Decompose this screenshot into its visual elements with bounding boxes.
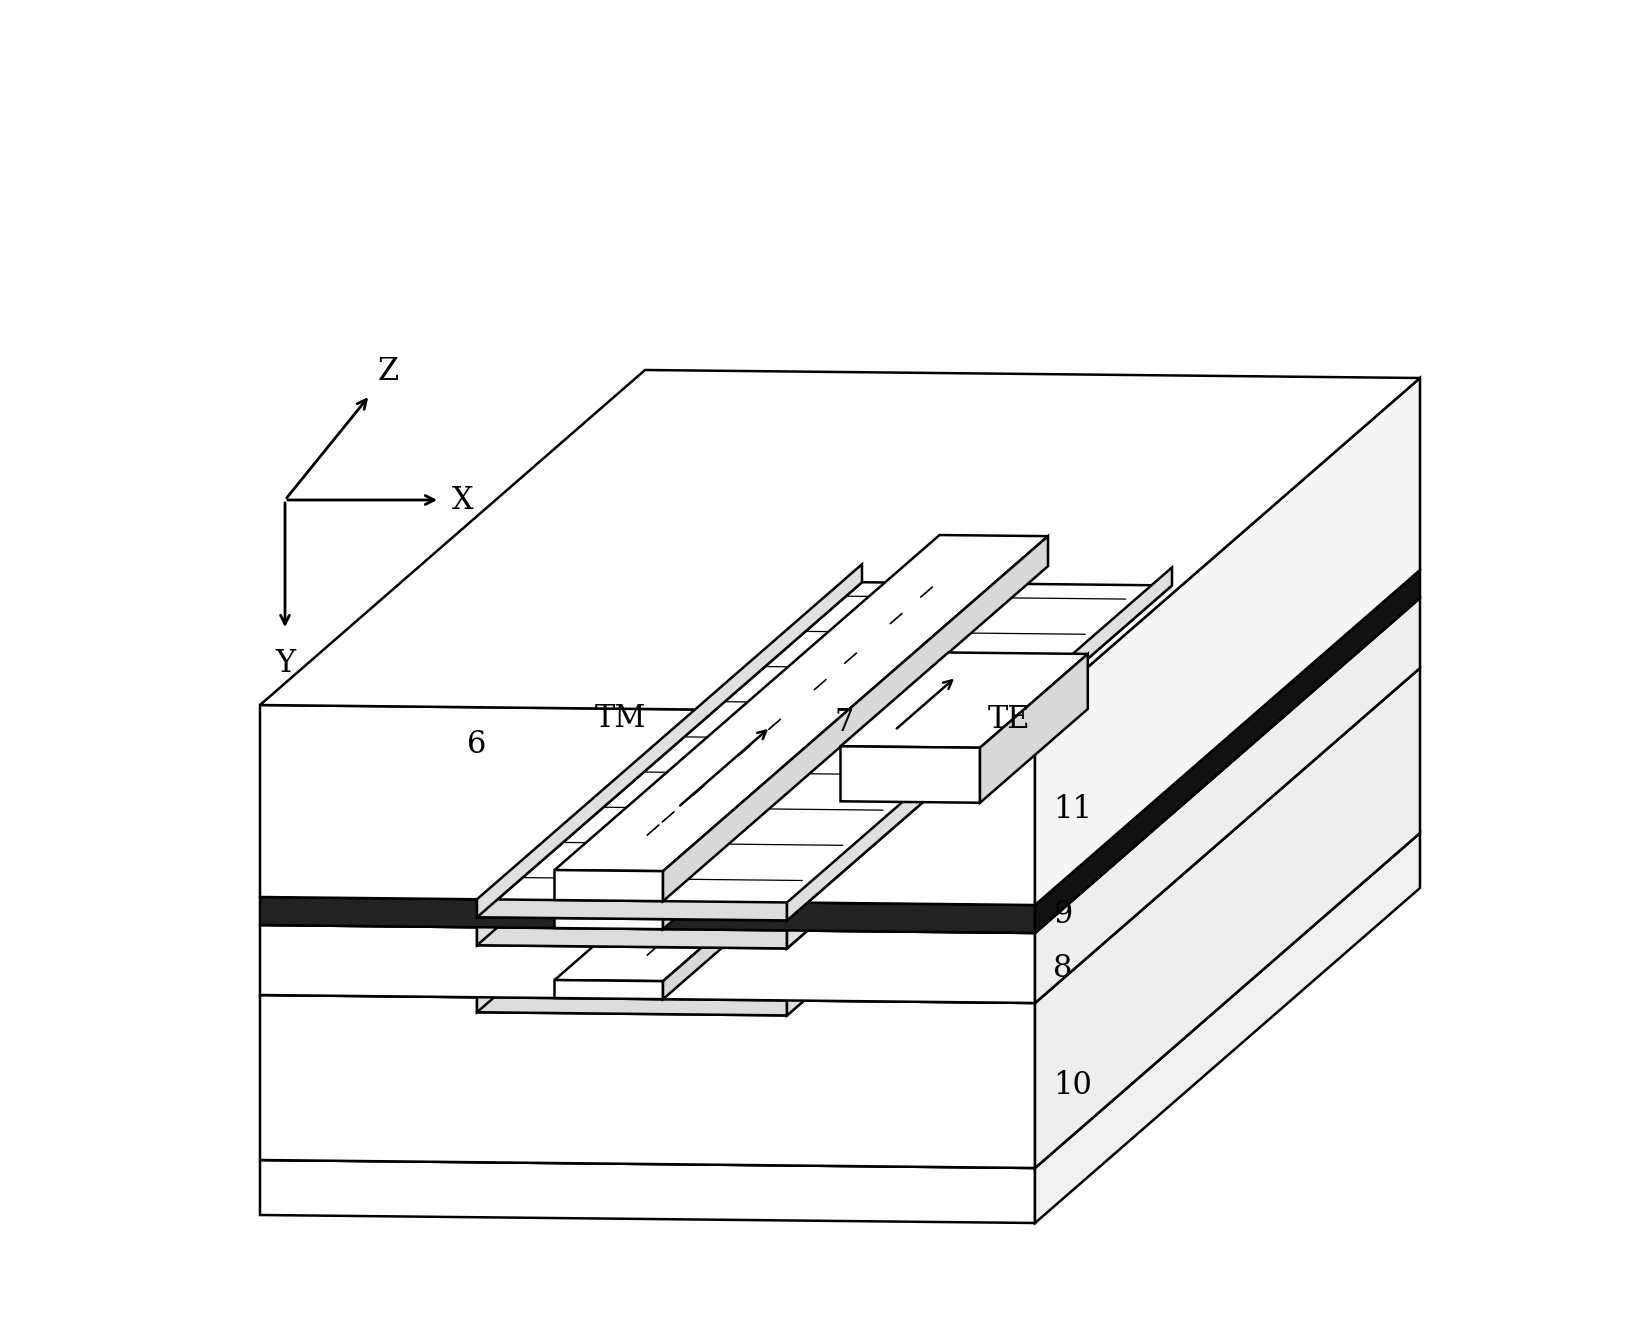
Text: 8: 8	[1052, 952, 1072, 984]
Polygon shape	[561, 717, 762, 798]
Polygon shape	[1034, 668, 1419, 1169]
Text: TE: TE	[988, 704, 1031, 734]
Polygon shape	[841, 652, 1088, 748]
Text: 6: 6	[467, 729, 487, 760]
Polygon shape	[664, 537, 1047, 902]
Polygon shape	[477, 899, 787, 920]
Polygon shape	[261, 562, 1419, 904]
Polygon shape	[554, 980, 664, 999]
Polygon shape	[787, 567, 1172, 920]
Polygon shape	[664, 572, 1047, 930]
Text: 10: 10	[1052, 1070, 1092, 1101]
Polygon shape	[693, 655, 793, 788]
Polygon shape	[554, 870, 664, 902]
Polygon shape	[1034, 570, 1419, 934]
Polygon shape	[841, 746, 980, 802]
Text: X: X	[452, 485, 474, 515]
Polygon shape	[1034, 598, 1419, 1003]
Polygon shape	[577, 741, 693, 788]
Polygon shape	[980, 653, 1088, 802]
Polygon shape	[477, 997, 787, 1016]
Polygon shape	[1034, 833, 1419, 1223]
Polygon shape	[577, 653, 793, 742]
Polygon shape	[261, 660, 1419, 1003]
Polygon shape	[261, 926, 1034, 1003]
Polygon shape	[477, 564, 862, 918]
Text: TM: TM	[595, 703, 646, 734]
Polygon shape	[554, 535, 1047, 871]
Text: 7: 7	[834, 706, 854, 738]
Polygon shape	[261, 995, 1034, 1169]
Polygon shape	[261, 896, 1034, 934]
Polygon shape	[477, 927, 787, 948]
Polygon shape	[670, 718, 762, 837]
Polygon shape	[477, 663, 862, 1012]
Polygon shape	[554, 571, 1047, 907]
Polygon shape	[261, 705, 1034, 904]
Polygon shape	[477, 611, 1172, 948]
Polygon shape	[554, 906, 664, 930]
Text: Y: Y	[275, 648, 295, 679]
Text: 9: 9	[1052, 899, 1072, 930]
Polygon shape	[261, 371, 1419, 713]
Polygon shape	[554, 645, 1047, 981]
Polygon shape	[477, 677, 1172, 1016]
Text: 11: 11	[1052, 794, 1092, 825]
Polygon shape	[477, 592, 862, 946]
Polygon shape	[261, 1159, 1034, 1223]
Text: Z: Z	[379, 356, 400, 386]
Polygon shape	[261, 825, 1419, 1169]
Polygon shape	[561, 797, 670, 837]
Polygon shape	[787, 665, 1172, 1016]
Polygon shape	[664, 647, 1047, 999]
Polygon shape	[1034, 378, 1419, 904]
Polygon shape	[261, 590, 1419, 934]
Polygon shape	[477, 582, 1172, 920]
Polygon shape	[787, 595, 1172, 948]
